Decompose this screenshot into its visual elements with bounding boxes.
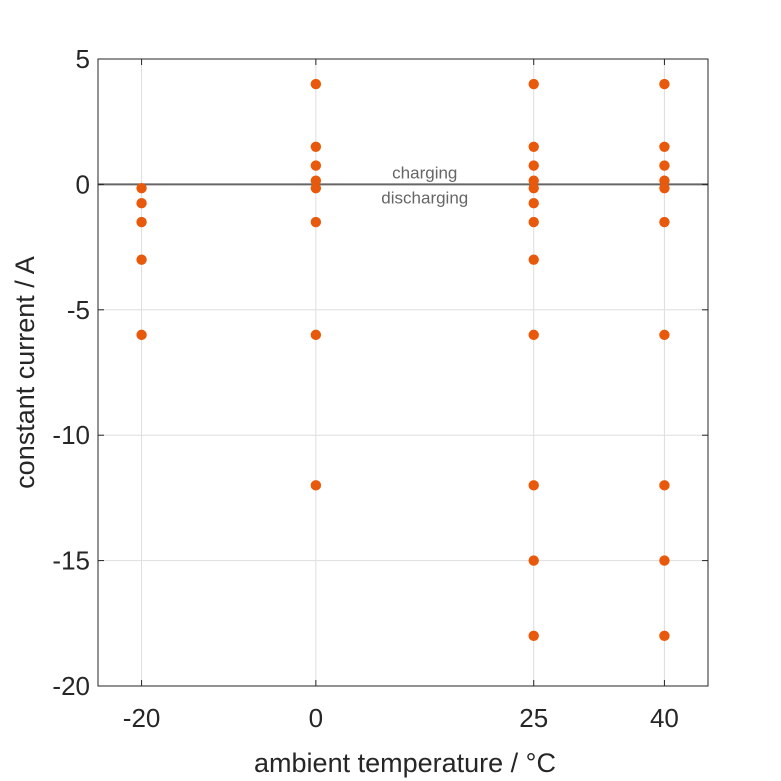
data-point bbox=[659, 160, 670, 171]
y-tick-label: 5 bbox=[76, 44, 90, 74]
y-tick-label: 0 bbox=[76, 169, 90, 199]
y-axis-title: constant current / A bbox=[10, 256, 40, 489]
axis-ticks: -20 0 25 40 5 0 -5 -10 -15 -20 bbox=[52, 44, 708, 733]
data-point bbox=[136, 198, 147, 209]
charging-annotation: charging bbox=[392, 163, 457, 182]
data-point bbox=[528, 78, 539, 90]
data-point bbox=[528, 198, 539, 209]
data-point bbox=[310, 175, 322, 186]
data-point bbox=[310, 480, 322, 491]
data-point bbox=[659, 182, 670, 194]
y-tick-label: -20 bbox=[52, 671, 90, 701]
data-point bbox=[136, 182, 147, 194]
data-point bbox=[659, 216, 670, 228]
data-point bbox=[528, 141, 539, 152]
data-point bbox=[659, 630, 670, 642]
discharging-annotation: discharging bbox=[381, 188, 468, 207]
data-point bbox=[659, 141, 670, 152]
data-point bbox=[528, 254, 539, 265]
y-tick-label: -15 bbox=[52, 546, 90, 576]
data-point bbox=[310, 160, 322, 171]
data-point bbox=[310, 141, 322, 152]
data-point bbox=[528, 175, 539, 186]
x-tick-label: 40 bbox=[650, 703, 679, 733]
data-point bbox=[528, 480, 539, 491]
x-tick-label: -20 bbox=[123, 703, 161, 733]
data-points bbox=[136, 78, 670, 642]
data-point bbox=[528, 182, 539, 194]
data-point bbox=[528, 555, 539, 566]
data-point bbox=[136, 329, 147, 341]
data-point bbox=[310, 78, 322, 90]
data-point bbox=[659, 329, 670, 341]
grid-lines bbox=[98, 58, 708, 687]
data-point bbox=[528, 160, 539, 171]
data-point bbox=[659, 480, 670, 491]
data-point bbox=[136, 254, 147, 265]
data-point bbox=[310, 329, 322, 341]
y-tick-label: -10 bbox=[52, 420, 90, 450]
data-point bbox=[136, 216, 147, 228]
data-point bbox=[528, 329, 539, 341]
data-point bbox=[659, 555, 670, 566]
x-tick-label: 0 bbox=[309, 703, 323, 733]
data-point bbox=[659, 175, 670, 186]
data-point bbox=[659, 78, 670, 90]
x-axis-title: ambient temperature / °C bbox=[254, 748, 556, 778]
data-point bbox=[310, 182, 322, 194]
plot-frame bbox=[97, 58, 709, 687]
x-tick-label: 25 bbox=[519, 703, 548, 733]
data-point bbox=[528, 630, 539, 642]
data-point bbox=[528, 216, 539, 228]
y-tick-label: -5 bbox=[67, 295, 90, 325]
data-point bbox=[310, 216, 322, 228]
